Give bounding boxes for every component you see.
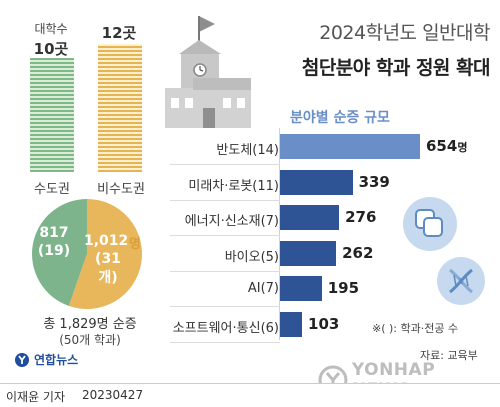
pie-capital-value: 817 xyxy=(39,225,69,241)
yonhap-logo-icon xyxy=(15,352,29,367)
bar xyxy=(280,205,340,231)
pie-capital-sub: (19) xyxy=(37,243,71,259)
bar-value-unit: 명 xyxy=(457,141,468,154)
pie-slice-noncapital xyxy=(68,199,142,309)
capital-count-label-2: 10곳 xyxy=(33,40,69,58)
bar-chart-subtitle: 분야별 순증 규모 xyxy=(290,110,390,126)
bar-category-label: 에너지·신소재(7) xyxy=(184,214,279,230)
total-increase: 총 1,829명 순증 xyxy=(10,313,170,332)
bar-value-label: 262 xyxy=(342,243,374,262)
bar-category-label: 소프트웨어·통신(6) xyxy=(172,321,279,336)
pie-noncapital-value: 1,012 xyxy=(84,233,129,249)
region-pie-chart xyxy=(32,199,142,309)
pie-noncapital-unit: 명 xyxy=(129,237,141,252)
row-divider xyxy=(170,270,280,272)
total-increase-text: 총 1,829명 순증 xyxy=(43,317,137,332)
publish-date: 20230427 xyxy=(82,388,144,402)
pie-noncapital-sub: (31개) xyxy=(95,251,121,286)
row-divider xyxy=(170,199,280,201)
bar xyxy=(280,134,420,159)
title-line1: 2024학년도 일반대학 xyxy=(319,22,490,44)
dna-icon xyxy=(437,257,485,305)
pie-slice-capital xyxy=(32,199,87,306)
noncapital-count-label: 12곳 xyxy=(101,24,137,42)
row-divider xyxy=(170,342,280,343)
row-divider xyxy=(170,235,280,237)
yonhap-logo-text: 연합뉴스 xyxy=(34,353,79,367)
reporter-name: 이재윤 기자 xyxy=(6,390,66,404)
row-divider xyxy=(170,306,280,308)
footer: 이재윤 기자 20230427 xyxy=(0,383,500,407)
capital-region-label: 수도권 xyxy=(34,182,70,197)
bar-value-label: 339 xyxy=(358,172,390,191)
bar-value-label: 654명 xyxy=(426,137,468,155)
school-building-illustration xyxy=(165,16,251,128)
bar-value-label: 103 xyxy=(308,315,340,333)
total-departments: (50개 학과) xyxy=(59,333,121,347)
bar xyxy=(280,240,337,266)
material-icon xyxy=(403,197,457,251)
bar-category-label: 미래차·로봇(11) xyxy=(188,178,279,194)
capital-count-bar xyxy=(30,58,74,172)
title-line2: 첨단분야 학과 정원 확대 xyxy=(301,57,491,79)
bar-category-label: 반도체(14) xyxy=(216,143,279,158)
bar-chart-axis xyxy=(279,128,280,340)
chart-note: ※( ): 학과·전공 수 xyxy=(372,322,459,335)
row-divider xyxy=(170,164,280,165)
bar xyxy=(280,312,303,337)
bar-category-label: AI(7) xyxy=(247,281,279,297)
bar-value-label: 276 xyxy=(345,208,377,227)
yonhap-logo-left: 연합뉴스 xyxy=(14,351,78,368)
noncapital-region-label: 비수도권 xyxy=(97,182,145,197)
source-text: 자료: 교육부 xyxy=(420,349,478,362)
bar xyxy=(280,276,322,302)
capital-count-label-1: 대학수 xyxy=(34,22,68,36)
bar-value-label: 195 xyxy=(327,279,360,298)
bar xyxy=(280,169,353,195)
noncapital-count-bar xyxy=(98,44,142,172)
bar-category-label: 바이오(5) xyxy=(224,249,279,265)
